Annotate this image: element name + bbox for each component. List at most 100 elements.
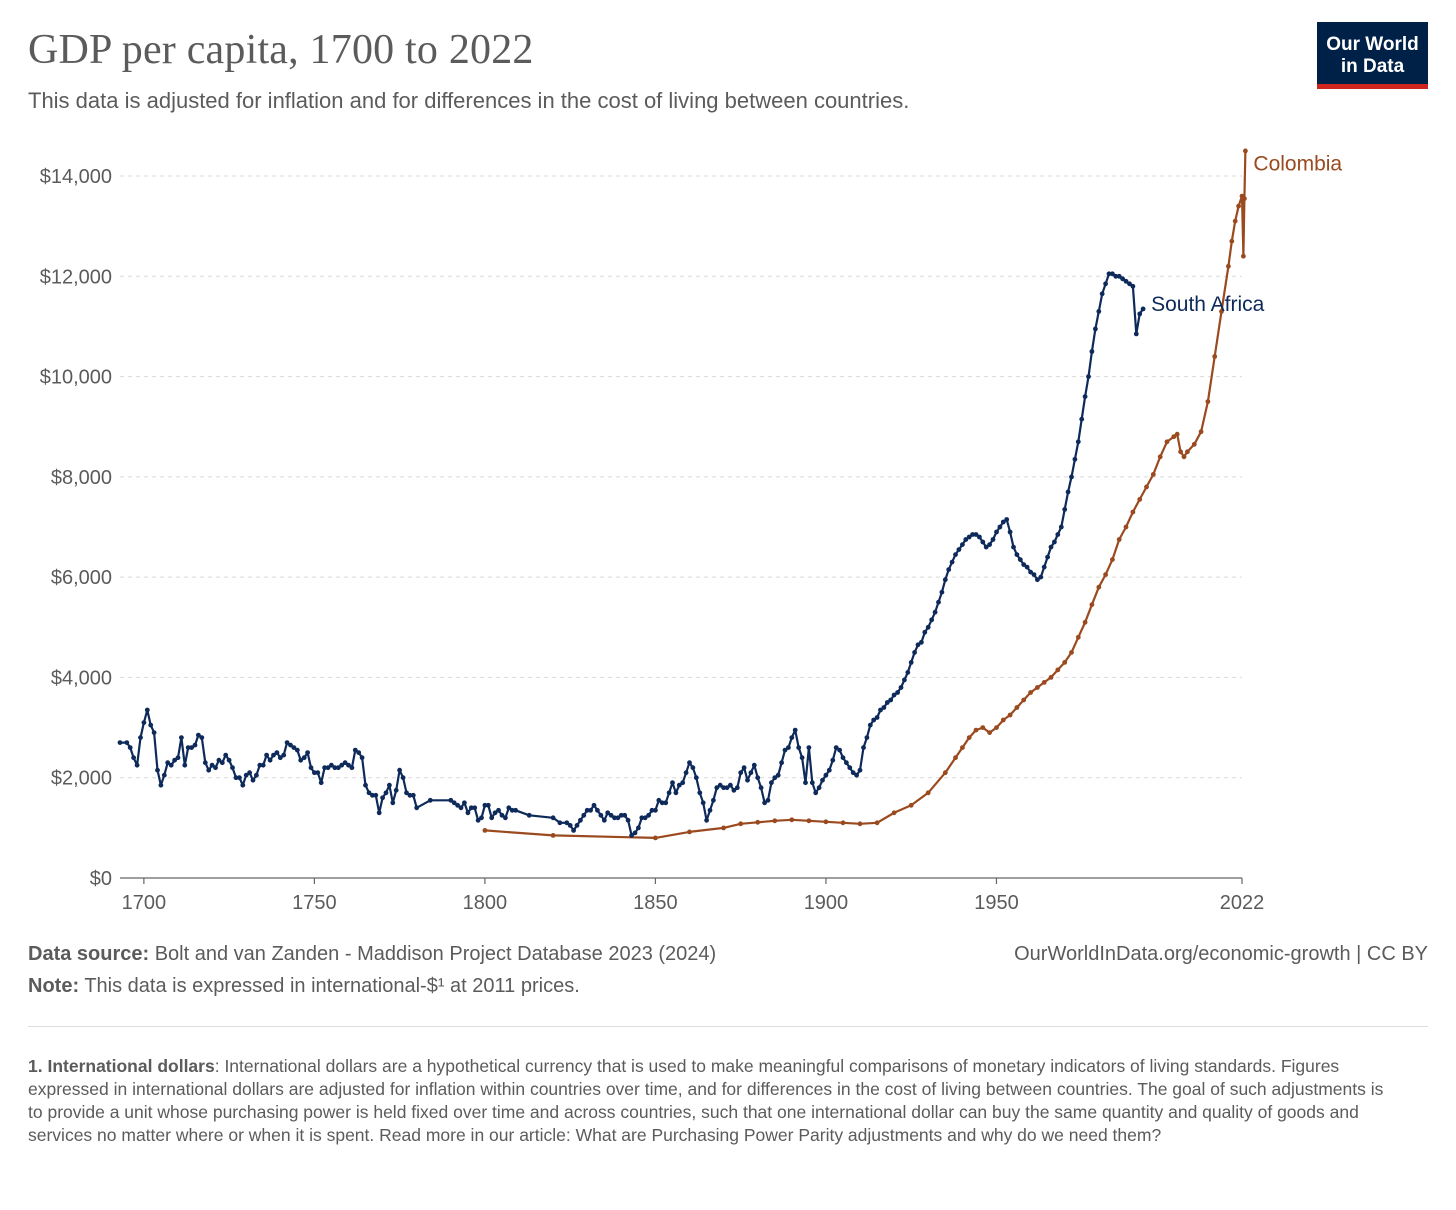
label-layer: Colombia South Africa [1151,153,1342,316]
data-point [1120,276,1125,282]
data-point [342,760,348,766]
data-point [765,797,771,803]
data-point [281,752,287,758]
data-point [772,775,778,781]
data-point [1045,554,1050,560]
x-tick-label: 1800 [463,892,508,914]
data-point [1116,537,1122,542]
data-point [980,725,986,730]
data-point [465,810,471,816]
data-point [693,775,699,781]
data-point [1048,544,1054,550]
data-point [1062,507,1068,512]
data-point [1031,572,1037,577]
series-line-south-africa [120,272,1145,837]
data-point [557,820,563,826]
data-point [656,797,662,803]
data-point [857,821,863,827]
data-point [789,817,795,823]
data-point [161,772,167,778]
data-point [612,815,617,821]
data-point [1099,291,1105,297]
data-point [451,800,457,806]
series-layer [117,148,1248,841]
data-point [973,727,979,733]
data-point [179,735,184,740]
data-point [1243,148,1248,154]
source-url[interactable]: OurWorldInData.org/economic-growth | CC … [1014,943,1428,965]
data-point [748,770,754,776]
logo-line-2: in Data [1340,56,1405,77]
data-point [826,767,832,773]
data-point [237,775,242,781]
data-point [970,532,975,537]
data-point [312,770,317,776]
data-point [1137,311,1143,317]
y-tick-label: $6,000 [51,567,112,589]
data-point [1028,569,1033,575]
data-point [837,747,842,753]
data-point [653,807,658,813]
data-point [301,755,307,761]
data-point [233,775,239,781]
y-tick-label: $12,000 [40,266,112,288]
data-point [854,772,859,778]
data-point [745,777,750,783]
footnote-label: 1. International dollars [28,1056,215,1076]
data-point [953,552,958,557]
data-point [857,767,863,773]
data-point [387,782,392,788]
data-point [867,722,873,728]
data-point [700,800,706,806]
data-point [960,542,965,547]
data-point [1079,416,1085,422]
data-point [1181,454,1187,460]
data-point [908,660,914,665]
data-source: Data source: Bolt and van Zanden - Maddi… [28,943,716,966]
data-point [131,755,137,761]
source-text[interactable]: Bolt and van Zanden - Maddison Project D… [154,943,717,965]
data-point [1055,667,1061,673]
data-point [526,812,532,818]
data-point [260,762,266,768]
data-point [1123,278,1129,284]
data-point [977,534,982,540]
data-point [966,735,972,740]
data-point [356,750,362,755]
data-point [1069,474,1074,480]
data-point [1191,441,1197,447]
data-point [397,767,402,773]
data-point [216,757,222,763]
data-point [503,815,508,821]
chart-note: Note: This data is expressed in internat… [28,975,580,998]
data-point [158,782,164,788]
data-point [468,805,474,811]
data-point [380,795,385,801]
data-point [786,745,791,750]
data-point [1021,562,1027,567]
data-point [196,732,201,738]
owid-logo[interactable]: Our World in Data [1317,22,1428,89]
data-point [663,800,669,806]
data-point [359,755,365,761]
data-point [291,745,297,750]
x-tick-label: 2022 [1220,892,1265,914]
data-point [155,767,160,773]
data-point [243,772,249,778]
data-point [966,534,972,540]
data-point [366,790,372,796]
x-tick-label: 1850 [633,892,678,914]
data-point [1219,309,1224,314]
data-point [782,747,788,753]
data-point [1096,309,1102,314]
data-point [144,707,150,713]
data-point [844,760,849,766]
data-point [755,775,761,781]
data-point [485,802,491,808]
x-tick-label: 1750 [292,892,337,914]
data-point [308,765,314,771]
data-point [738,770,744,776]
data-point [458,805,464,811]
data-point [427,797,433,803]
data-point [1062,660,1068,665]
